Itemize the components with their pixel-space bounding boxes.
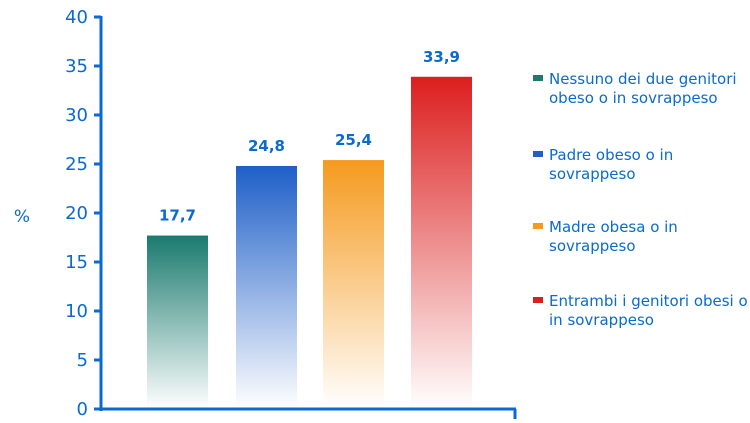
bar-2 xyxy=(323,160,384,409)
data-label-2: 25,4 xyxy=(335,131,372,149)
y-tick-label: 35 xyxy=(65,56,88,77)
legend-label-father: Padre obeso o in sovrappeso xyxy=(549,146,674,183)
legend-swatch-mother xyxy=(533,223,543,229)
y-tick-label: 25 xyxy=(65,154,88,175)
y-tick-label: 15 xyxy=(65,252,88,273)
legend-swatch-father xyxy=(533,151,543,157)
y-axis-ticks: 0 5 10 15 20 25 30 35 40 xyxy=(65,7,101,420)
data-label-3: 33,9 xyxy=(423,48,460,66)
y-tick-label: 40 xyxy=(65,7,88,28)
legend-label-none: Nessuno dei due genitori obeso o in sovr… xyxy=(549,70,737,107)
bar-3 xyxy=(411,76,472,409)
legend-swatch-none xyxy=(533,75,543,81)
bar-1 xyxy=(236,165,297,409)
legend: Nessuno dei due genitori obeso o in sovr… xyxy=(533,0,750,423)
bar-0 xyxy=(147,235,208,409)
bars xyxy=(147,76,472,409)
y-tick-label: 20 xyxy=(65,203,88,224)
y-tick-label: 10 xyxy=(65,301,88,322)
y-tick-label: 30 xyxy=(65,105,88,126)
data-labels: 17,7 24,8 25,4 33,9 xyxy=(159,48,460,225)
data-label-0: 17,7 xyxy=(159,207,196,225)
y-axis-label: % xyxy=(14,207,30,227)
legend-label-mother: Madre obesa o in sovrappeso xyxy=(549,218,678,255)
data-label-1: 24,8 xyxy=(248,137,285,155)
legend-swatch-both xyxy=(533,297,543,303)
y-tick-label: 5 xyxy=(77,350,88,371)
legend-label-both: Entrambi i genitori obesi o in sovrappes… xyxy=(549,292,748,329)
y-tick-label: 0 xyxy=(77,399,88,420)
